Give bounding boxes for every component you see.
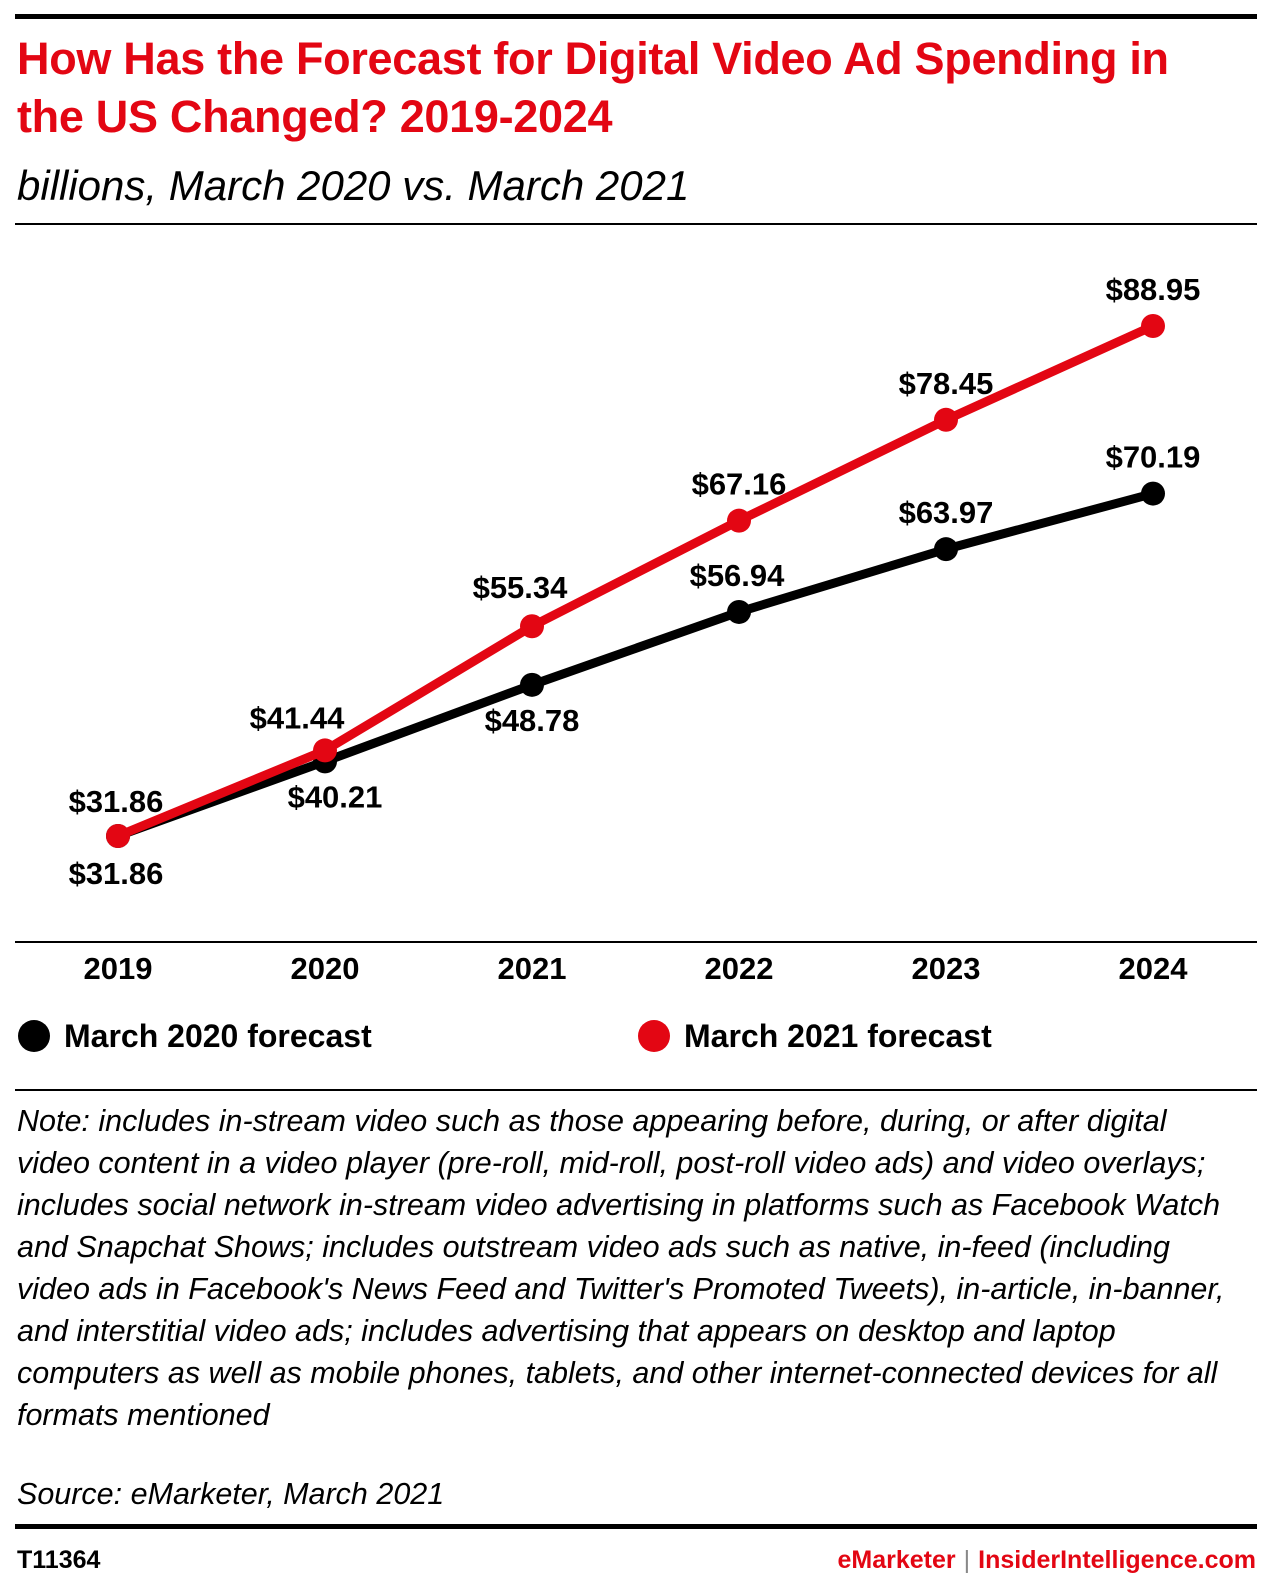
legend-label-march-2021: March 2021 forecast: [684, 1017, 992, 1054]
data-label: $31.86: [69, 784, 164, 819]
plot-area: $31.86 $40.21 $48.78 $56.94 $63.97 $70.19 $31.…: [69, 272, 1201, 891]
line-chart: $31.86 $40.21 $48.78 $56.94 $63.97 $70.19 $31.…: [15, 272, 1257, 986]
top-rule: [15, 14, 1257, 19]
data-label: $41.44: [250, 700, 346, 735]
data-label: $67.16: [692, 467, 787, 502]
legend-label-march-2020: March 2020 forecast: [64, 1017, 372, 1054]
data-label: $56.94: [690, 558, 786, 593]
source-line: Source: eMarketer, March 2021: [17, 1477, 445, 1511]
chart-id: T11364: [17, 1546, 101, 1574]
data-point: [727, 508, 751, 533]
x-tick-label: 2019: [84, 951, 153, 986]
data-point: [727, 599, 751, 624]
data-point: [106, 824, 130, 848]
footnote: Note: includes in-stream video such as t…: [17, 1104, 1225, 1432]
x-tick-label: 2024: [1119, 951, 1189, 986]
x-tick-label: 2022: [705, 951, 774, 986]
legend-item-march-2020: March 2020 forecast: [18, 1014, 372, 1058]
data-point: [1141, 314, 1165, 338]
data-point: [1141, 481, 1165, 506]
data-point: [313, 738, 337, 763]
legend-rule: [15, 1089, 1257, 1091]
data-label: $55.34: [473, 570, 569, 605]
legend-item-march-2021: March 2021 forecast: [638, 1014, 992, 1058]
data-point: [934, 407, 958, 432]
data-label: $40.21: [288, 779, 383, 814]
data-point: [934, 537, 958, 562]
data-label: $88.95: [1106, 272, 1201, 307]
x-tick-label: 2023: [912, 951, 981, 986]
data-label: $48.78: [485, 703, 580, 738]
data-label: $63.97: [899, 495, 994, 530]
chart-subtitle: billions, March 2020 vs. March 2021: [17, 162, 690, 209]
chart-title: How Has the Forecast for Digital Video A…: [17, 33, 1169, 142]
x-axis-tick-labels: 2019 2020 2021 2022 2023 2024: [84, 951, 1189, 986]
brand-separator: |: [963, 1546, 971, 1574]
data-point: [520, 614, 544, 639]
x-tick-label: 2020: [291, 951, 360, 986]
brand-insider-intelligence: InsiderIntelligence.com: [978, 1546, 1256, 1574]
legend-marker-march-2020: [18, 1020, 50, 1052]
data-label: $31.86: [69, 856, 164, 891]
bottom-rule: [15, 1524, 1257, 1529]
header-rule: [15, 223, 1257, 225]
data-label: $78.45: [899, 366, 994, 401]
brand-emarketer: eMarketer: [837, 1546, 956, 1574]
series-line-march-2021: [113, 321, 1158, 841]
legend-marker-march-2021: [638, 1020, 670, 1052]
series-line-march-2020: [113, 489, 1158, 841]
data-point: [520, 672, 544, 697]
x-tick-label: 2021: [498, 951, 567, 986]
brand-footer: eMarketer | InsiderIntelligence.com: [838, 1544, 1257, 1576]
data-label: $70.19: [1106, 440, 1201, 475]
